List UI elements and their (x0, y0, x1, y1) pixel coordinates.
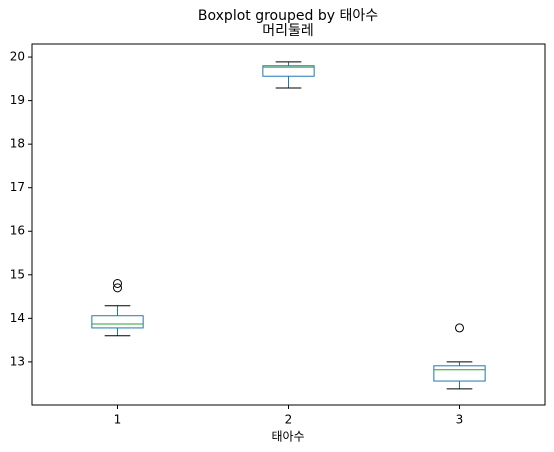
y-tick-label: 15 (10, 267, 25, 281)
x-tick-label: 3 (456, 413, 464, 427)
plot-frame (31, 43, 546, 406)
x-tick-label: 2 (285, 413, 293, 427)
box (433, 365, 486, 382)
y-tick-label: 16 (10, 224, 25, 238)
flier (455, 323, 464, 333)
y-tick-label: 17 (10, 180, 25, 194)
flier (113, 283, 122, 293)
y-tick-label: 19 (10, 93, 25, 107)
chart-title: 머리둘레 (262, 23, 314, 39)
x-tick-label: 1 (114, 413, 122, 427)
box (91, 315, 144, 329)
y-tick-label: 18 (10, 137, 25, 151)
x-axis-label: 태아수 (271, 430, 304, 444)
y-tick-label: 20 (10, 50, 25, 64)
y-tick-label: 14 (10, 311, 25, 325)
flier (113, 279, 122, 289)
y-tick-label: 13 (10, 354, 25, 368)
suptitle: Boxplot grouped by 태아수 (198, 8, 378, 24)
box (262, 65, 315, 77)
